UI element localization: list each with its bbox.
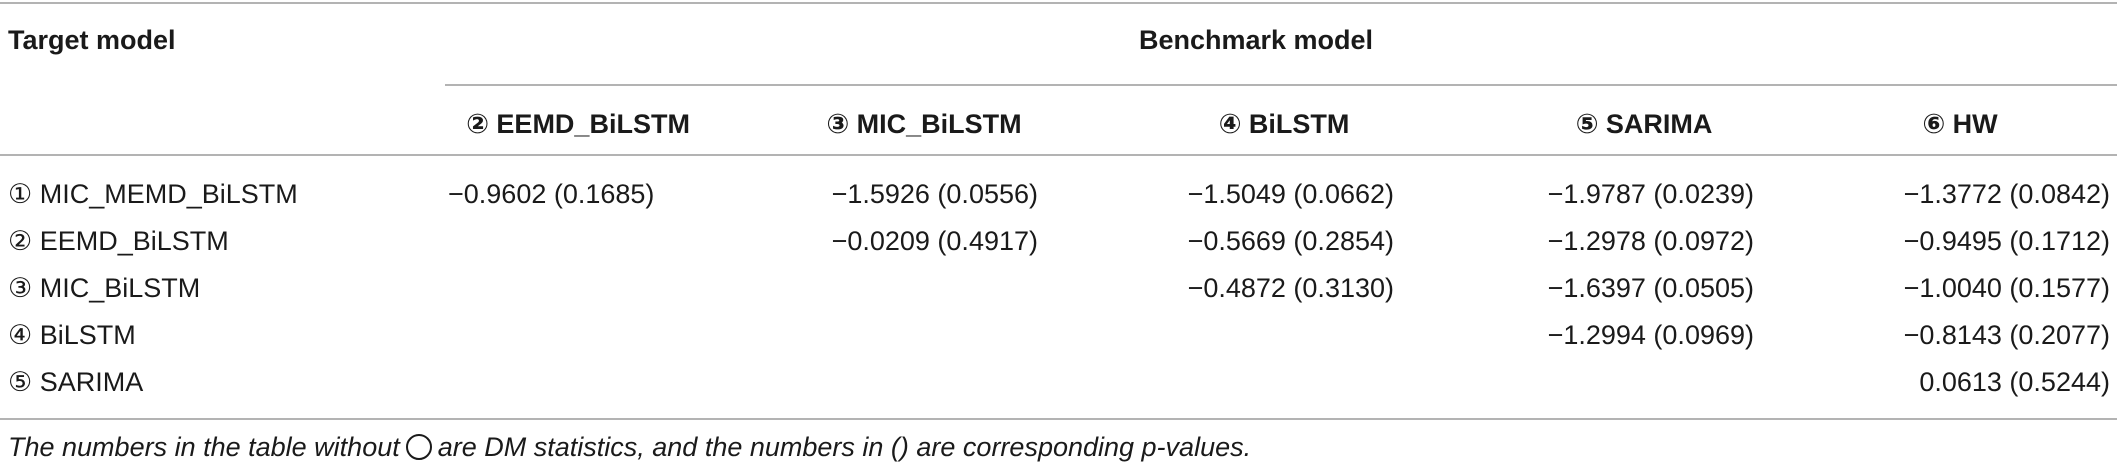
header-bottom-rule bbox=[0, 154, 2117, 156]
table-cell: −0.9602 (0.1685) bbox=[448, 179, 655, 209]
table-cell: −0.0209 (0.4917) bbox=[831, 226, 1038, 256]
table-cell: −1.3772 (0.0842) bbox=[1903, 179, 2110, 209]
table-top-rule bbox=[0, 2, 2117, 4]
target-model-header: Target model bbox=[8, 25, 176, 55]
circle-icon bbox=[405, 434, 432, 460]
footnote-text-start: The numbers in the table without bbox=[8, 432, 400, 462]
row-label: ⑤ SARIMA bbox=[8, 367, 144, 397]
column-header: ④ BiLSTM bbox=[1218, 109, 1350, 139]
table-cell: −1.6397 (0.0505) bbox=[1547, 273, 1754, 303]
table-cell: −1.0040 (0.1577) bbox=[1903, 273, 2110, 303]
row-label: ② EEMD_BiLSTM bbox=[8, 226, 229, 256]
table-cell: 0.0613 (0.5244) bbox=[1919, 367, 2110, 397]
table-cell: −0.4872 (0.3130) bbox=[1187, 273, 1394, 303]
table-cell: −1.9787 (0.0239) bbox=[1547, 179, 1754, 209]
table-cell: −0.5669 (0.2854) bbox=[1187, 226, 1394, 256]
table-bottom-rule bbox=[0, 418, 2117, 420]
row-label: ① MIC_MEMD_BiLSTM bbox=[8, 179, 298, 209]
column-header: ⑥ HW bbox=[1922, 109, 1998, 139]
table-footnote: The numbers in the table without are DM s… bbox=[8, 431, 1251, 463]
benchmark-model-header: Benchmark model bbox=[1138, 25, 1374, 55]
table-cell: −1.5049 (0.0662) bbox=[1187, 179, 1394, 209]
row-label: ③ MIC_BiLSTM bbox=[8, 273, 201, 303]
column-header: ⑤ SARIMA bbox=[1575, 109, 1713, 139]
table-cell: −0.9495 (0.1712) bbox=[1903, 226, 2110, 256]
table-cell: −1.5926 (0.0556) bbox=[831, 179, 1038, 209]
benchmark-rule bbox=[445, 84, 2117, 86]
column-header: ② EEMD_BiLSTM bbox=[466, 109, 690, 139]
row-label: ④ BiLSTM bbox=[8, 320, 136, 350]
table-cell: −1.2994 (0.0969) bbox=[1547, 320, 1754, 350]
table-cell: −1.2978 (0.0972) bbox=[1547, 226, 1754, 256]
table-cell: −0.8143 (0.2077) bbox=[1903, 320, 2110, 350]
column-header: ③ MIC_BiLSTM bbox=[826, 109, 1022, 139]
footnote-text-end: are DM statistics, and the numbers in ()… bbox=[437, 432, 1252, 462]
